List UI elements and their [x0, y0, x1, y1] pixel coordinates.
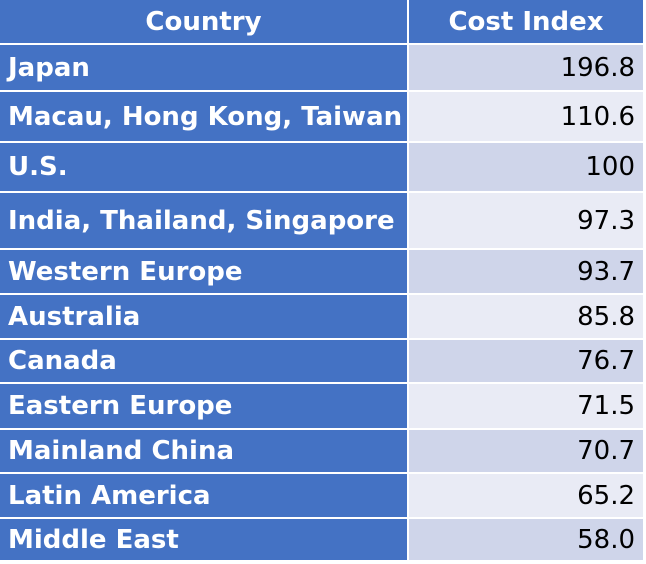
country-cell: Mainland China [0, 430, 407, 472]
country-cell: Eastern Europe [0, 384, 407, 428]
cost-index-cell: 97.3 [409, 193, 643, 248]
cost-index-cell: 93.7 [409, 250, 643, 293]
country-cell: India, Thailand, Singapore [0, 193, 407, 248]
cost-index-cell: 100 [409, 143, 643, 191]
country-cell: Australia [0, 295, 407, 338]
cost-index-cell: 76.7 [409, 340, 643, 382]
country-cell: Canada [0, 340, 407, 382]
cost-index-cell: 85.8 [409, 295, 643, 338]
cost-index-cell: 196.8 [409, 45, 643, 90]
country-cell: Japan [0, 45, 407, 90]
header-cell: Cost Index [409, 0, 643, 43]
cost-index-cell: 58.0 [409, 519, 643, 560]
country-cell: Macau, Hong Kong, Taiwan [0, 92, 407, 141]
country-cell: Latin America [0, 474, 407, 517]
country-cell: Middle East [0, 519, 407, 560]
header-cell: Country [0, 0, 407, 43]
cost-index-cell: 70.7 [409, 430, 643, 472]
cost-index-cell: 65.2 [409, 474, 643, 517]
cost-index-cell: 110.6 [409, 92, 643, 141]
country-cell: Western Europe [0, 250, 407, 293]
country-cell: U.S. [0, 143, 407, 191]
cost-index-cell: 71.5 [409, 384, 643, 428]
